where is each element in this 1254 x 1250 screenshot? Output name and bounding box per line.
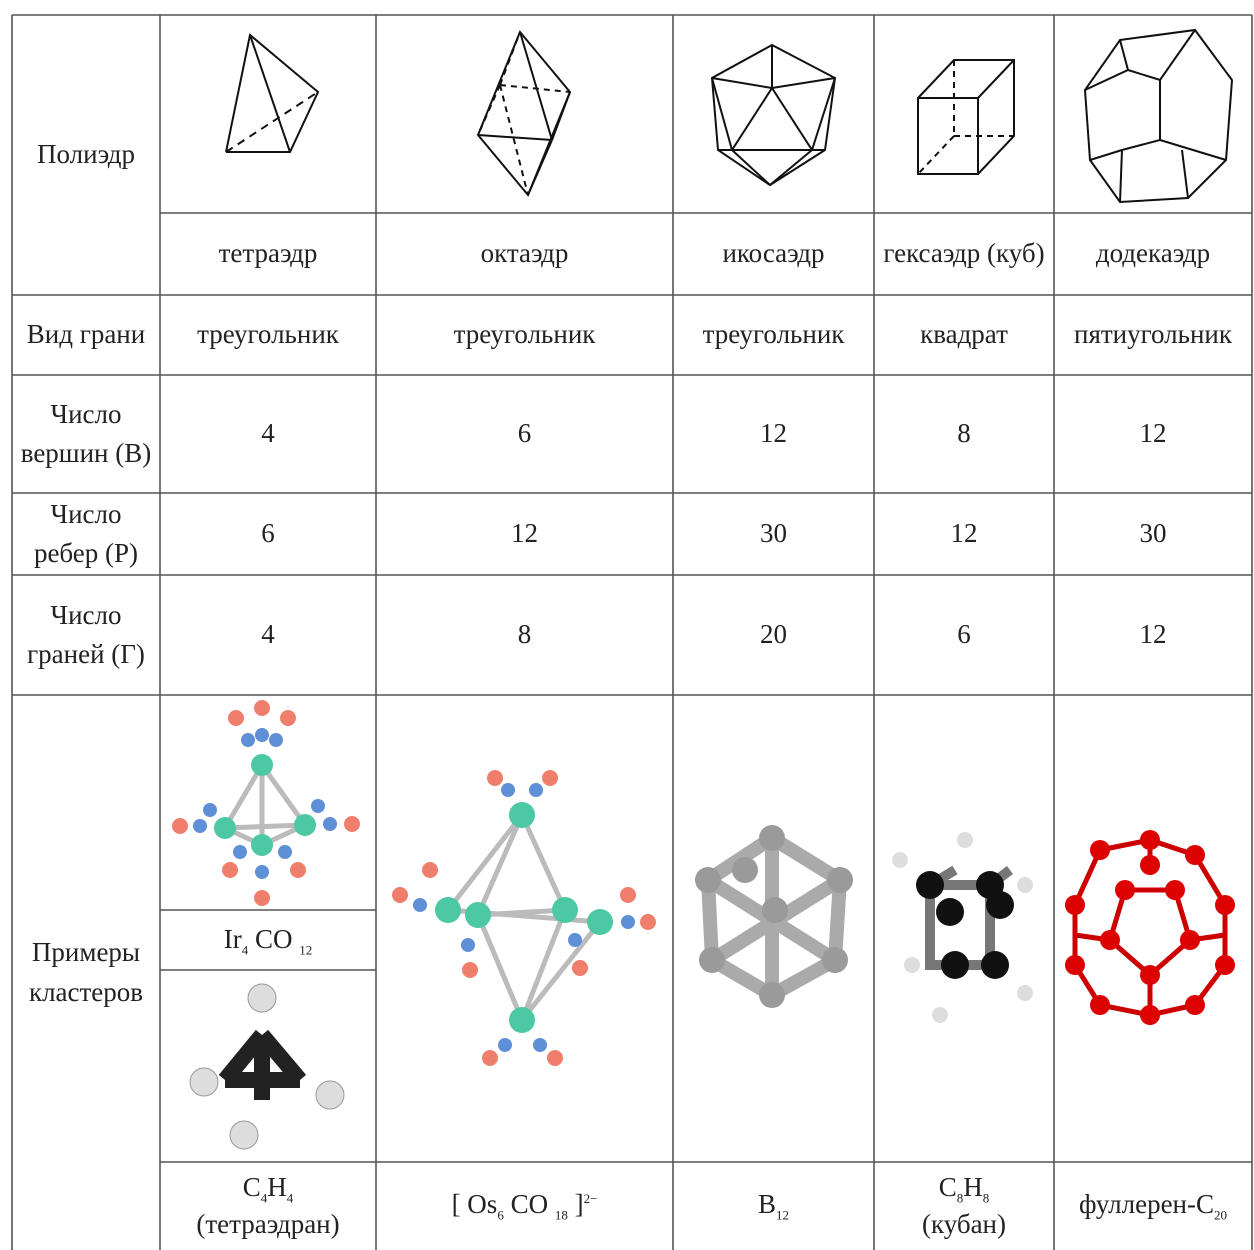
row-value: 12: [1139, 418, 1167, 449]
row-value: 12: [950, 518, 978, 549]
formula-part: 6: [497, 1207, 504, 1223]
formula-part: 12: [776, 1207, 789, 1223]
cluster-name: фуллерен-C20: [1054, 1162, 1252, 1250]
row-value: треугольник: [702, 319, 845, 350]
row-value: 6: [957, 619, 971, 650]
row-value: 20: [760, 619, 787, 650]
row-value: треугольник: [197, 319, 339, 350]
row-value: 30: [1139, 518, 1167, 549]
formula-part: 8: [982, 1190, 990, 1206]
polyhedra-drawings: [225, 28, 1234, 204]
formula: фуллерен-C20: [1079, 1187, 1227, 1224]
row-value: 12: [760, 418, 787, 449]
formula-part: B: [757, 1189, 776, 1220]
cluster-name: C8H8 (кубан): [874, 1162, 1054, 1250]
header-label: Полиэдр: [37, 139, 135, 170]
row-label: Число ребер (Р): [33, 498, 139, 568]
formula-part: H: [267, 1171, 287, 1202]
row-label: Вид грани: [26, 319, 146, 350]
formula-part: [ Os: [451, 1189, 498, 1220]
row-value: 4: [261, 418, 275, 449]
row-value: 12: [511, 518, 538, 549]
formula-part: H: [963, 1171, 983, 1202]
cluster-name: B12: [673, 1162, 874, 1250]
row-value: 4: [261, 619, 275, 650]
formula-part: CO: [248, 923, 300, 954]
row-value: 12: [1139, 619, 1167, 650]
examples-label: Примеры кластеров: [28, 937, 144, 1007]
row-value: 6: [517, 418, 532, 449]
formula-part: C: [938, 1171, 957, 1202]
row-value: квадрат: [920, 319, 1008, 350]
formula-part: 4: [260, 1190, 268, 1206]
cluster-name: C4H4 (тетраэдран): [160, 1162, 376, 1250]
formula: [ Os6 CO 18 ]2−: [452, 1187, 598, 1224]
formula-part: 4: [286, 1190, 294, 1206]
molecule-images: [172, 700, 1235, 1150]
row-value: 8: [517, 619, 532, 650]
row-value: 6: [261, 518, 275, 549]
cluster-note: (тетраэдран): [196, 1209, 340, 1240]
row-label: Число граней (Г): [27, 599, 145, 669]
row-value: 8: [957, 418, 971, 449]
formula-part: 12: [299, 942, 313, 958]
formula-part: 18: [554, 1207, 568, 1223]
row-label: Число вершин (В): [20, 398, 152, 468]
formula-part: 4: [241, 942, 249, 958]
cluster-name: [ Os6 CO 18 ]2−: [376, 1162, 673, 1250]
formula: Ir4 CO 12: [224, 920, 313, 960]
polyhedron-name: додекаэдр: [1095, 238, 1211, 269]
formula: C8H8: [939, 1170, 990, 1207]
formula-part: фуллерен-C: [1079, 1189, 1214, 1220]
polyhedron-name: октаэдр: [480, 238, 569, 269]
formula: C4H4: [243, 1170, 294, 1207]
formula: B12: [758, 1187, 789, 1224]
cluster-formula: Ir4 CO 12: [160, 910, 376, 970]
polyhedron-name: икосаэдр: [722, 238, 825, 269]
formula-part: 20: [1214, 1207, 1227, 1223]
cluster-note: (кубан): [921, 1209, 1007, 1240]
row-value: 30: [760, 518, 787, 549]
formula-part: CO: [503, 1189, 555, 1220]
polyhedron-name: гексаэдр (куб): [883, 238, 1045, 269]
row-value: пятиугольник: [1074, 319, 1232, 350]
row-value: треугольник: [453, 319, 596, 350]
formula-part: 2−: [583, 1191, 598, 1207]
polyhedron-name: тетраэдр: [218, 238, 318, 269]
formula-part: C: [242, 1171, 261, 1202]
formula-part: 8: [956, 1190, 964, 1206]
formula-part: Ir: [223, 923, 242, 954]
formula-part: ]: [567, 1189, 584, 1220]
